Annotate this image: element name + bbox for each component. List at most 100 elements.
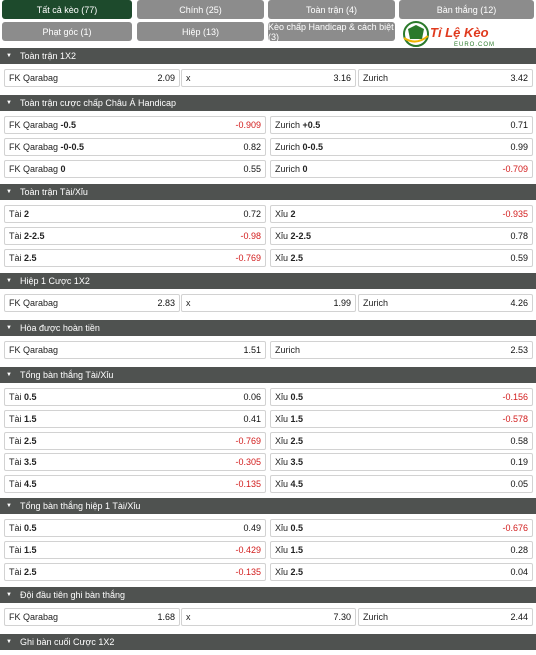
section-header[interactable]: ▼ Tổng bàn thắng Tài/Xỉu [0,367,536,383]
odds-cell[interactable]: FK Qarabag 1.68 [4,608,180,626]
odds-value: 2.83 [157,298,175,308]
odds-value: 2.53 [510,345,528,355]
selection-label: Tài 3.5 [9,457,37,467]
collapse-arrow-icon[interactable]: ▼ [6,639,12,645]
odds-cell[interactable]: Tài 1.5 0.41 [4,409,266,428]
section-header[interactable]: ▼ Toàn trận cược chấp Châu Á Handicap [0,95,536,111]
odds-value: -0.769 [235,252,261,263]
odds-cell[interactable]: Xỉu 2 -0.935 [270,205,533,223]
tab-6[interactable]: Hiệp (13) [137,22,264,41]
odds-cell[interactable]: Tài 0.5 0.06 [4,388,266,406]
odds-cell[interactable]: Xỉu 1.5 0.28 [270,540,533,559]
selection-name: FK Qarabag [9,141,59,152]
odds-cell[interactable]: Zurich 2.44 [358,608,533,626]
handicap-line: +0.5 [302,120,321,130]
selection-label: Tài 1.5 [9,545,37,555]
selection-name: Tài [9,230,22,241]
odds-value: -0.305 [235,457,261,468]
odds-cell[interactable]: Tài 2.5 -0.769 [4,248,266,267]
odds-cell[interactable]: Xỉu 2-2.5 0.78 [270,226,533,245]
odds-cell[interactable]: Xỉu 0.5 -0.676 [270,519,533,537]
selection-name: Xỉu [275,252,289,263]
selection-name: Zurich [363,298,389,308]
collapse-arrow-icon[interactable]: ▼ [6,325,12,331]
odds-cell[interactable]: Xỉu 2.5 0.04 [270,562,533,581]
odds-cell[interactable]: Xỉu 4.5 0.05 [270,475,533,494]
odds-cell[interactable]: Zurich 2.53 [270,341,533,359]
odds-cell[interactable]: x 3.16 [181,69,356,87]
odds-cell[interactable]: Tài 4.5 -0.135 [4,475,266,494]
odds-cell[interactable]: Zurich +0.5 0.71 [270,116,533,134]
section-header[interactable]: ▼ Hòa được hoàn tiền [0,320,536,336]
odds-cell[interactable]: x 1.99 [181,294,356,312]
odds-cell[interactable]: FK Qarabag 2.83 [4,294,180,312]
odds-cell[interactable]: Tài 2.5 -0.769 [4,431,266,450]
section-header[interactable]: ▼ Toàn trận Tài/Xỉu [0,184,536,200]
odds-value: 0.82 [243,141,261,152]
odds-cell[interactable]: Xỉu 3.5 0.19 [270,453,533,472]
section-header[interactable]: ▼ Hiệp 1 Cược 1X2 [0,273,536,289]
odds-cell[interactable]: Xỉu 2.5 0.59 [270,248,533,267]
odds-cell[interactable]: FK Qarabag -0-0.5 0.82 [4,137,266,156]
collapse-arrow-icon[interactable]: ▼ [6,100,12,106]
tilekeo-logo[interactable]: Tỉ Lệ Kèo EURO.COM [402,20,522,48]
odds-cell[interactable]: Zurich 4.26 [358,294,533,312]
odds-value: 0.06 [243,392,261,402]
odds-cell[interactable]: Tài 2-2.5 -0.98 [4,226,266,245]
selection-label: Tài 1.5 [9,414,37,424]
collapse-arrow-icon[interactable]: ▼ [6,53,12,59]
odds-cell[interactable]: FK Qarabag 0 0.55 [4,159,266,178]
section-header[interactable]: ▼ Ghi bàn cuối Cược 1X2 [0,634,536,650]
odds-cell[interactable]: FK Qarabag -0.5 -0.909 [4,116,266,134]
market-tabs: Tất cả kèo (77) Chính (25) Toàn trận (4) Bà… [0,0,536,48]
section-title: Hiệp 1 Cược 1X2 [19,276,90,286]
odds-cell[interactable]: Tài 3.5 -0.305 [4,453,266,472]
handicap-line: 0.5 [24,392,37,402]
odds-value: -0.709 [502,163,528,174]
odds-cell[interactable]: Xỉu 1.5 -0.578 [270,409,533,428]
tab-1[interactable]: Tất cả kèo (77) [2,0,132,19]
selection-label: Tài 0.5 [9,523,37,533]
odds-cell[interactable]: Tài 2.5 -0.135 [4,562,266,581]
selection-name: Xỉu [275,457,289,468]
odds-cell[interactable]: Xỉu 2.5 0.58 [270,431,533,450]
odds-cell[interactable]: Xỉu 0.5 -0.156 [270,388,533,406]
section-title: Toàn trận cược chấp Châu Á Handicap [19,98,176,108]
odds-cell[interactable]: Tài 1.5 -0.429 [4,540,266,559]
section-title: Tổng bàn thắng Tài/Xỉu [19,370,114,380]
svg-text:EURO.COM: EURO.COM [454,42,495,48]
tab-5[interactable]: Phạt góc (1) [2,22,132,41]
odds-value: -0.676 [502,523,528,533]
tab-2[interactable]: Chính (25) [137,0,264,19]
section-header[interactable]: ▼ Toàn trận 1X2 [0,48,536,64]
handicap-line: 2-2.5 [290,230,312,241]
section-header[interactable]: ▼ Đội đầu tiên ghi bàn thắng [0,587,536,603]
handicap-line: 2.5 [24,566,37,577]
odds-cell[interactable]: Tài 2 0.72 [4,205,266,223]
odds-cell[interactable]: Zurich 0 -0.709 [270,159,533,178]
odds-cell[interactable]: Tài 0.5 0.49 [4,519,266,537]
collapse-arrow-icon[interactable]: ▼ [6,503,12,509]
collapse-arrow-icon[interactable]: ▼ [6,278,12,284]
selection-label: Zurich [363,612,388,622]
selection-label: Xỉu 2.5 [275,567,303,577]
tab-4[interactable]: Bàn thắng (12) [399,0,534,19]
odds-cell[interactable]: FK Qarabag 1.51 [4,341,266,359]
tab-3[interactable]: Toàn trận (4) [268,0,395,19]
selection-label: Zurich [363,298,388,308]
selection-name: FK Qarabag [9,73,59,83]
collapse-arrow-icon[interactable]: ▼ [6,189,12,195]
odds-cell[interactable]: Zurich 3.42 [358,69,533,87]
selection-name: x [186,73,191,83]
odds-cell[interactable]: FK Qarabag 2.09 [4,69,180,87]
odds-cell[interactable]: Zurich 0-0.5 0.99 [270,137,533,156]
selection-label: Tài 0.5 [9,392,37,402]
section-header[interactable]: ▼ Tổng bàn thắng hiệp 1 Tài/Xỉu [0,498,536,514]
odds-cell[interactable]: x 7.30 [181,608,356,626]
collapse-arrow-icon[interactable]: ▼ [6,592,12,598]
selection-label: Tài 2.5 [9,253,37,263]
collapse-arrow-icon[interactable]: ▼ [6,372,12,378]
market-section-ghi-ban-cuoi-cuoc-1x2: ▼ Ghi bàn cuối Cược 1X2 [0,634,536,650]
selection-name: Tài [9,435,22,446]
tab-7[interactable]: Kèo chấp Handicap & cách biệt (3) [268,21,395,42]
